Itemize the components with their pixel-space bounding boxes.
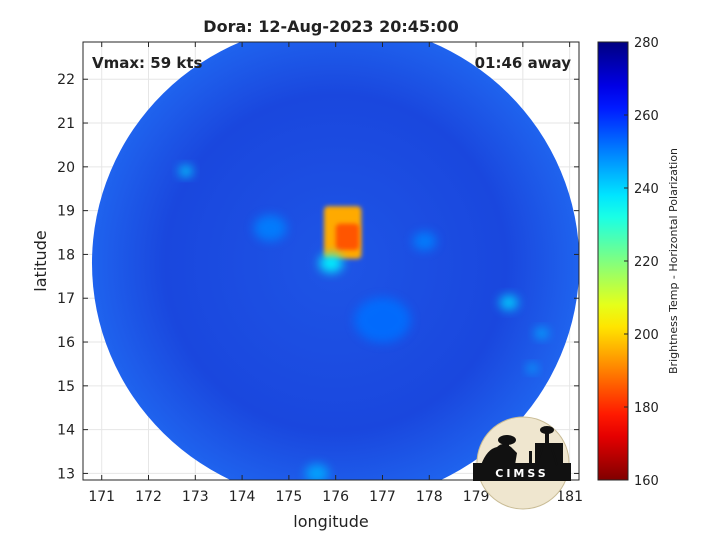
x-tick-label: 177: [369, 489, 396, 505]
swath-image: [92, 42, 579, 480]
x-tick-label: 175: [276, 489, 303, 505]
y-tick-label: 18: [57, 247, 75, 263]
x-tick-label: 176: [322, 489, 349, 505]
cloud-feature: [526, 363, 538, 373]
x-axis-ticks: 171172173174175176177178179180181: [88, 42, 583, 505]
colorbar: [597, 41, 629, 481]
y-tick-label: 22: [57, 72, 75, 88]
chart-title: Dora: 12-Aug-2023 20:45:00: [203, 17, 458, 36]
colorbar-tick-label: 280: [634, 36, 659, 51]
y-tick-label: 14: [57, 423, 75, 439]
y-tick-label: 19: [57, 204, 75, 220]
colorbar-tick-label: 220: [634, 255, 659, 270]
colorbar-tick-label: 260: [634, 109, 659, 124]
vmax-annotation: Vmax: 59 kts: [92, 54, 202, 72]
cloud-feature: [499, 295, 519, 311]
y-tick-label: 15: [57, 379, 75, 395]
y-tick-label: 21: [57, 116, 75, 132]
cloud-feature: [319, 253, 343, 273]
cloud-feature: [354, 297, 411, 343]
cloud-feature: [412, 231, 437, 251]
colorbar-tick-label: 240: [634, 182, 659, 197]
x-tick-label: 171: [88, 489, 115, 505]
x-tick-label: 181: [556, 489, 583, 505]
y-tick-label: 13: [57, 466, 75, 482]
x-tick-label: 174: [229, 489, 256, 505]
y-tick-label: 17: [57, 291, 75, 307]
colorbar-tick-label: 160: [634, 474, 659, 489]
cloud-feature: [178, 165, 193, 177]
colorbar-tick-label: 200: [634, 328, 659, 343]
cimss-logo-text: CIMSS: [495, 467, 548, 480]
y-axis-label: latitude: [31, 230, 50, 291]
cloud-feature: [253, 215, 287, 242]
convective-core: [335, 223, 360, 251]
y-tick-label: 16: [57, 335, 75, 351]
time-away-annotation: 01:46 away: [475, 54, 572, 72]
cloud-feature: [305, 464, 329, 480]
cimss-logo: CIMSS: [473, 416, 571, 510]
x-tick-label: 172: [135, 489, 162, 505]
x-tick-label: 178: [416, 489, 443, 505]
x-tick-label: 179: [463, 489, 490, 505]
plot-frame: [82, 41, 580, 481]
cloud-feature: [534, 327, 549, 339]
y-axis-ticks: 13 14 15 16 17 18 19 20 21 22: [57, 72, 579, 482]
colorbar-label: Brightness Temp - Horizontal Polarizatio…: [667, 148, 680, 374]
x-tick-label: 173: [182, 489, 209, 505]
x-axis-label: longitude: [293, 512, 368, 531]
y-tick-label: 20: [57, 160, 75, 176]
colorbar-ticks: 160 180 200 220 240 260 280: [624, 36, 659, 489]
colorbar-tick-label: 180: [634, 401, 659, 416]
